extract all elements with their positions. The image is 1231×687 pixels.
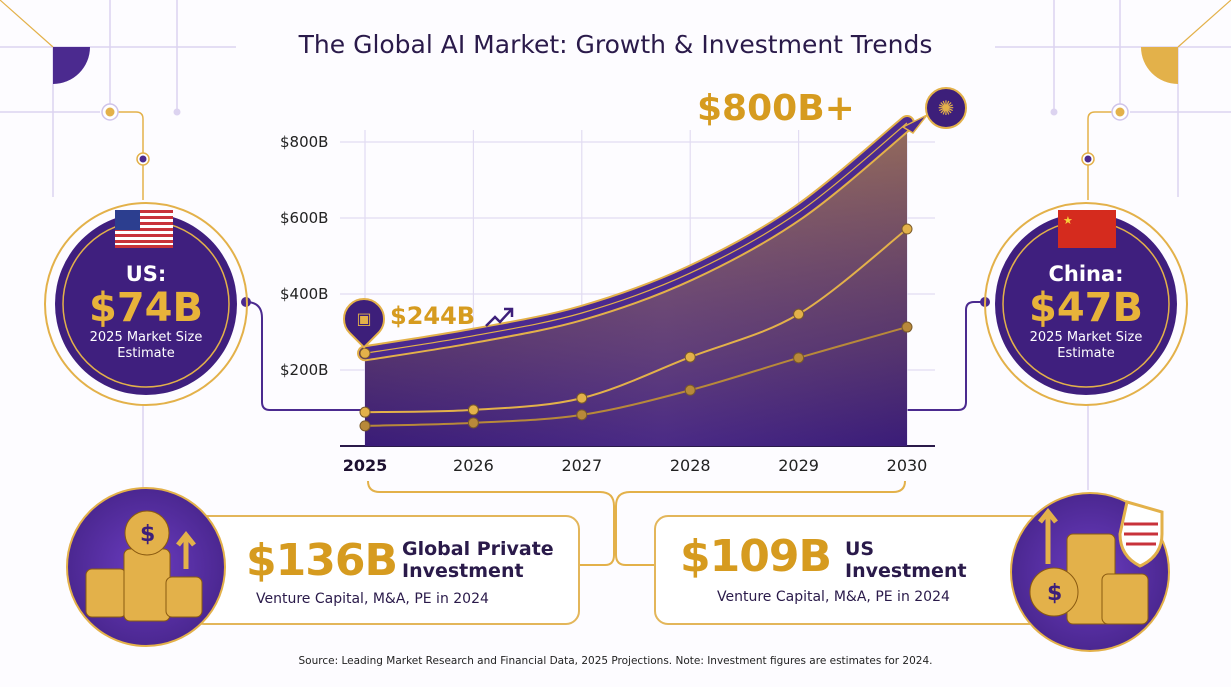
china-flag-icon: ★	[1058, 210, 1116, 248]
data-point	[793, 308, 805, 320]
purple-quarter-circle	[53, 47, 90, 84]
data-point	[793, 352, 805, 364]
title-line2: Investment	[845, 560, 967, 582]
x-tick-label: 2026	[453, 456, 494, 475]
us-market-badge: US: $74B 2025 Market Size Estimate	[66, 262, 226, 362]
data-point	[359, 347, 371, 359]
data-point	[467, 417, 479, 429]
us-label: US:	[125, 262, 167, 286]
main-curve-highlight	[364, 122, 908, 354]
start-value-label: $244B	[390, 302, 476, 330]
us-investment-card	[654, 515, 1044, 625]
svg-text:$: $	[140, 522, 155, 547]
title-line1: Global Private	[402, 538, 554, 560]
china-value: $47B	[1029, 285, 1143, 331]
data-point	[576, 392, 588, 404]
arrow-head	[901, 114, 928, 134]
coin-stack-shield-icon: $	[1010, 492, 1170, 652]
end-value-label: $800B+	[697, 88, 855, 129]
data-point	[467, 404, 479, 416]
y-tick-label: $400B	[280, 285, 329, 303]
svg-text:$: $	[1047, 581, 1062, 606]
china-label: China:	[1048, 262, 1124, 286]
x-tick-label: 2030	[886, 456, 928, 475]
y-tick-label: $800B	[280, 133, 329, 151]
us-sub2: Estimate	[117, 346, 175, 361]
title-line2: Investment	[402, 560, 524, 582]
coin-stack-icon: $	[66, 487, 226, 647]
y-tick-label: $200B	[280, 361, 329, 379]
us-flag-icon	[115, 210, 173, 248]
svg-text:★: ★	[1063, 214, 1073, 227]
us-sub: 2025 Market Size	[89, 330, 203, 345]
brain-icon: ✺	[925, 87, 967, 129]
global-investment-title: Global Private Investment	[402, 538, 554, 582]
data-point	[684, 384, 696, 396]
data-point	[901, 223, 913, 235]
x-tick-label: 2025	[342, 456, 388, 475]
x-tick-label: 2027	[561, 456, 603, 475]
china-sub: 2025 Market Size	[1029, 330, 1143, 345]
us-badge-ring	[44, 202, 248, 406]
data-point	[576, 409, 588, 421]
gold-quarter-circle	[1141, 47, 1178, 84]
global-investment-value: $136B	[246, 535, 398, 586]
data-point	[684, 351, 696, 363]
series-line	[364, 228, 908, 414]
us-investment-sub: Venture Capital, M&A, PE in 2024	[717, 589, 950, 605]
us-investment-value: $109B	[680, 531, 832, 582]
x-tick-label: 2028	[669, 456, 711, 475]
china-badge-ring	[984, 202, 1188, 406]
china-sub2: Estimate	[1057, 346, 1115, 361]
series-line	[364, 326, 908, 427]
us-value: $74B	[89, 285, 203, 331]
trend-up-icon	[485, 307, 514, 327]
us-investment-title: US Investment	[845, 538, 967, 582]
data-point	[359, 406, 371, 418]
source-note: Source: Leading Market Research and Fina…	[298, 655, 933, 667]
data-point	[359, 420, 371, 432]
title-line1: US	[845, 538, 875, 560]
global-investment-card	[190, 515, 580, 625]
china-market-badge: China: $47B 2025 Market Size Estimate	[1006, 262, 1166, 362]
y-tick-label: $600B	[280, 209, 329, 227]
global-investment-sub: Venture Capital, M&A, PE in 2024	[256, 591, 489, 607]
x-tick-label: 2029	[778, 456, 819, 475]
data-point	[901, 321, 913, 333]
area-glow	[365, 123, 907, 446]
page-title: The Global AI Market: Growth & Investmen…	[298, 30, 933, 59]
